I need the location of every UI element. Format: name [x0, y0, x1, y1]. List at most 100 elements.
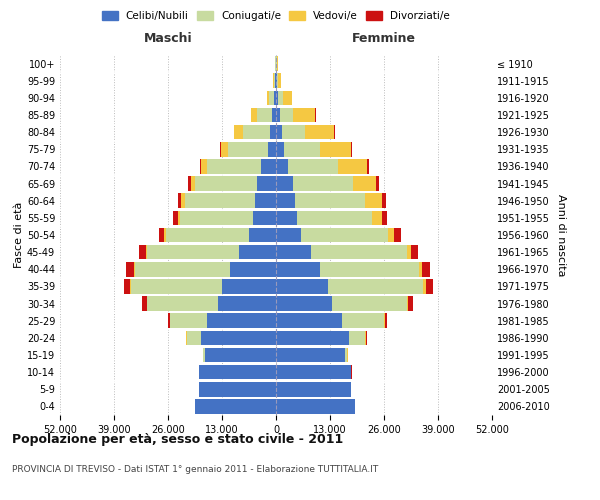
Bar — [276, 348, 344, 362]
Bar — [276, 279, 328, 293]
Bar — [235, 125, 276, 140]
Bar — [195, 399, 276, 413]
Bar — [208, 159, 276, 174]
Bar — [276, 348, 347, 362]
Bar — [276, 399, 355, 413]
Bar — [276, 399, 355, 413]
Bar — [276, 330, 365, 345]
Bar — [273, 74, 276, 88]
Bar — [276, 279, 425, 293]
Bar — [276, 262, 320, 276]
Bar — [276, 210, 382, 225]
Bar — [159, 228, 276, 242]
Bar — [276, 176, 353, 191]
Bar — [276, 90, 278, 105]
Text: PROVINCIA DI TREVISO - Dati ISTAT 1° gennaio 2011 - Elaborazione TUTTITALIA.IT: PROVINCIA DI TREVISO - Dati ISTAT 1° gen… — [12, 466, 378, 474]
Bar — [276, 279, 433, 293]
Bar — [276, 245, 407, 260]
Bar — [272, 108, 276, 122]
Bar — [276, 159, 338, 174]
Bar — [191, 176, 276, 191]
Bar — [255, 194, 276, 208]
Bar — [276, 245, 410, 260]
Bar — [251, 108, 276, 122]
Bar — [273, 74, 276, 88]
Bar — [146, 245, 276, 260]
Bar — [276, 74, 277, 88]
Bar — [170, 314, 276, 328]
Bar — [276, 330, 366, 345]
Bar — [147, 245, 276, 260]
Bar — [199, 365, 276, 380]
Bar — [187, 330, 276, 345]
Bar — [276, 330, 349, 345]
Bar — [203, 348, 276, 362]
Bar — [276, 245, 311, 260]
Bar — [276, 228, 394, 242]
Bar — [199, 382, 276, 396]
Bar — [142, 296, 276, 311]
Bar — [276, 314, 343, 328]
Bar — [276, 159, 367, 174]
Bar — [276, 279, 424, 293]
Bar — [276, 228, 401, 242]
Bar — [168, 314, 276, 328]
Bar — [230, 262, 276, 276]
Bar — [276, 228, 301, 242]
Bar — [173, 210, 276, 225]
Bar — [199, 365, 276, 380]
Bar — [276, 296, 413, 311]
Bar — [201, 330, 276, 345]
Bar — [135, 262, 276, 276]
Bar — [276, 142, 352, 156]
Bar — [276, 108, 293, 122]
Bar — [276, 382, 351, 396]
Bar — [199, 365, 276, 380]
Bar — [276, 56, 278, 71]
Bar — [205, 348, 276, 362]
Bar — [276, 314, 385, 328]
Legend: Celibi/Nubili, Coniugati/e, Vedovi/e, Divorziati/e: Celibi/Nubili, Coniugati/e, Vedovi/e, Di… — [99, 8, 453, 24]
Bar — [222, 279, 276, 293]
Bar — [276, 245, 418, 260]
Bar — [276, 176, 376, 191]
Bar — [220, 142, 276, 156]
Bar — [139, 245, 276, 260]
Bar — [124, 279, 276, 293]
Bar — [276, 108, 316, 122]
Bar — [201, 159, 276, 174]
Bar — [164, 228, 276, 242]
Bar — [203, 348, 276, 362]
Bar — [251, 108, 276, 122]
Bar — [276, 90, 292, 105]
Bar — [274, 74, 276, 88]
Bar — [188, 176, 276, 191]
Bar — [199, 365, 276, 380]
Bar — [208, 314, 276, 328]
Bar — [131, 279, 276, 293]
Bar — [276, 399, 355, 413]
Bar — [276, 142, 351, 156]
Bar — [276, 296, 332, 311]
Bar — [275, 74, 276, 88]
Text: Femmine: Femmine — [352, 32, 416, 44]
Bar — [276, 365, 352, 380]
Bar — [267, 90, 276, 105]
Bar — [127, 262, 276, 276]
Bar — [275, 56, 276, 71]
Bar — [276, 176, 379, 191]
Bar — [203, 348, 276, 362]
Bar — [276, 176, 293, 191]
Bar — [276, 210, 388, 225]
Bar — [146, 296, 276, 311]
Bar — [221, 142, 276, 156]
Bar — [181, 194, 276, 208]
Bar — [276, 90, 283, 105]
Bar — [166, 228, 276, 242]
Bar — [270, 125, 276, 140]
Bar — [249, 228, 276, 242]
Bar — [276, 194, 295, 208]
Y-axis label: Fasce di età: Fasce di età — [14, 202, 24, 268]
Bar — [269, 90, 276, 105]
Bar — [275, 56, 276, 71]
